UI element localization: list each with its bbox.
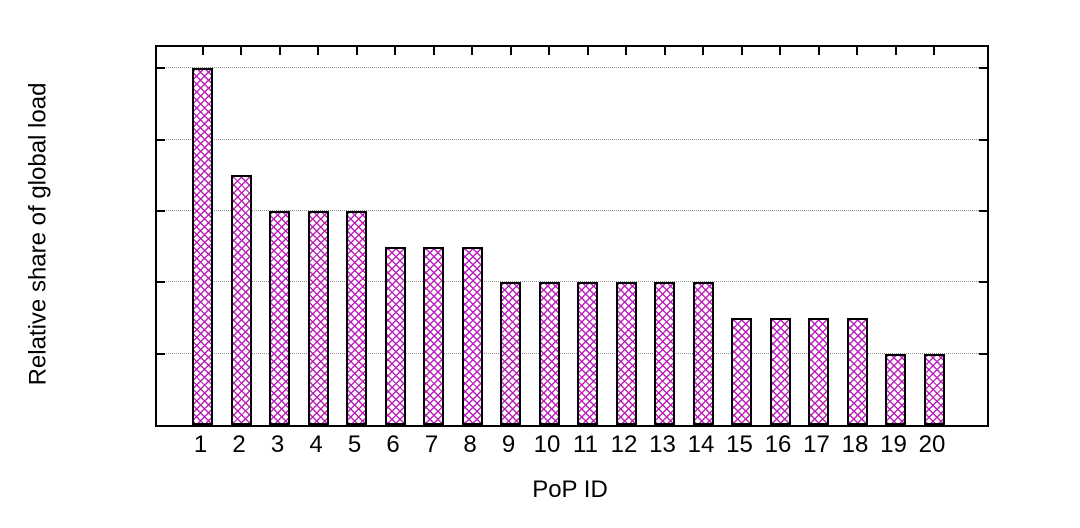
x-tick-label: 18 [841, 431, 869, 458]
y-tick-left [157, 352, 165, 355]
x-tick-label: 10 [533, 431, 561, 458]
bar [808, 318, 829, 425]
gridline [157, 67, 987, 69]
bar [692, 282, 714, 425]
y-tick-right [979, 210, 987, 213]
x-tick-label: 9 [501, 431, 516, 458]
x-tick-top [394, 47, 396, 55]
bar [500, 282, 521, 425]
x-tick-label: 7 [424, 431, 439, 458]
x-tick-label: 16 [764, 431, 792, 458]
bar [384, 246, 406, 425]
x-tick-top [625, 47, 627, 55]
bar [577, 282, 598, 425]
bar [423, 246, 444, 425]
x-tick-top [548, 47, 550, 55]
bar [885, 353, 906, 425]
bar [923, 353, 945, 425]
x-tick-top [471, 47, 473, 55]
x-tick-label: 12 [610, 431, 638, 458]
bar [615, 282, 637, 425]
y-tick-left [157, 281, 165, 284]
gridline [157, 281, 987, 283]
x-tick-top [240, 47, 242, 55]
x-tick-label: 17 [803, 431, 830, 458]
bar [731, 318, 752, 425]
y-tick-right [979, 352, 987, 355]
bar [769, 318, 791, 425]
x-tick-top [509, 47, 512, 55]
x-tick-label: 20 [918, 431, 946, 458]
x-tick-top [779, 47, 781, 55]
x-tick-label: 11 [573, 431, 598, 458]
y-axis-title-box: Relative share of global load [12, 45, 64, 423]
gridline [157, 138, 987, 140]
x-tick-top [317, 47, 319, 55]
x-tick-top [278, 47, 281, 55]
x-tick-label: 1 [193, 431, 208, 458]
x-tick-top [933, 47, 935, 55]
x-tick-label: 8 [463, 431, 477, 458]
x-tick-top [586, 47, 589, 55]
x-tick-top [201, 47, 204, 55]
y-tick-right [979, 138, 987, 141]
gridline [157, 210, 987, 212]
x-tick-label: 19 [880, 431, 907, 458]
x-tick-top [894, 47, 897, 55]
bar [538, 282, 560, 425]
bar [269, 211, 290, 425]
plot-area [155, 45, 989, 427]
x-tick-top [702, 47, 704, 55]
bar [846, 318, 868, 425]
x-tick-label: 6 [386, 431, 400, 458]
x-tick-label: 14 [687, 431, 715, 458]
bar [307, 211, 329, 425]
y-axis-title: Relative share of global load [24, 82, 52, 386]
bar [192, 68, 213, 425]
x-tick-label: 2 [232, 431, 246, 458]
x-tick-label: 3 [270, 431, 285, 458]
y-tick-left [157, 67, 165, 70]
x-tick-top [663, 47, 666, 55]
y-tick-right [979, 281, 987, 284]
bar [230, 175, 252, 425]
x-tick-top [432, 47, 435, 55]
gridline [157, 352, 987, 354]
y-tick-left [157, 210, 165, 213]
x-tick-label: 15 [726, 431, 753, 458]
y-tick-right [979, 67, 987, 70]
x-tick-top [740, 47, 743, 55]
x-tick-label: 4 [309, 431, 323, 458]
x-tick-top [817, 47, 820, 55]
x-axis-title: PoP ID [532, 476, 608, 503]
y-tick-left [157, 138, 165, 141]
x-tick-label: 5 [347, 431, 362, 458]
x-tick-top [355, 47, 358, 55]
x-tick-label: 13 [649, 431, 676, 458]
bar [654, 282, 675, 425]
bar [346, 211, 367, 425]
bar [461, 246, 483, 425]
x-tick-top [856, 47, 858, 55]
